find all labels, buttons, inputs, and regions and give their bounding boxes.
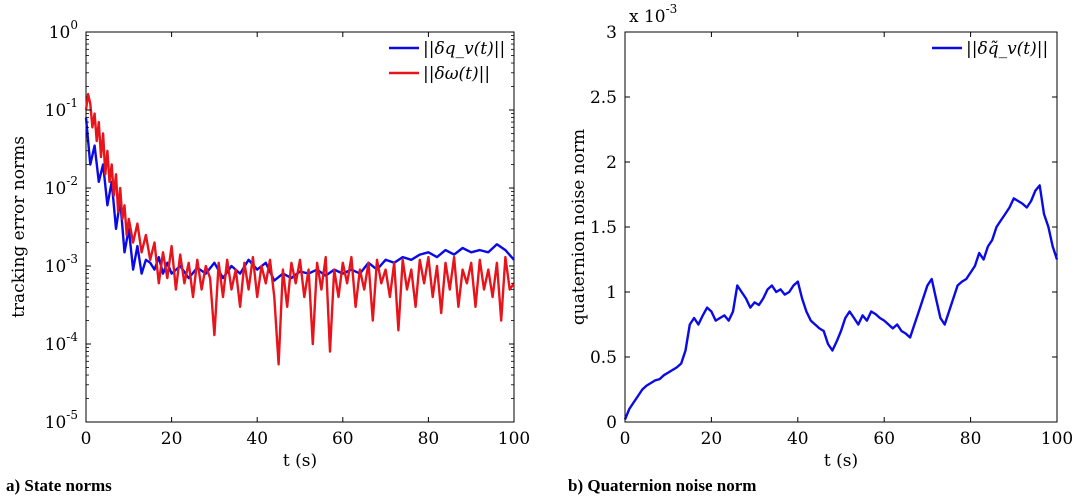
- x-tick-label: 0: [81, 429, 92, 449]
- legend-label: ||δq_v(t)||: [423, 39, 505, 59]
- y-tick-label: 1.5: [590, 218, 617, 238]
- y-tick-label: 0.5: [590, 348, 617, 368]
- y-tick-label: 10-2: [45, 174, 78, 199]
- x-tick-label: 40: [787, 429, 809, 449]
- legend-label: ||δq̃_v(t)||: [966, 39, 1048, 59]
- series-group: [623, 184, 1059, 420]
- x-tick-label: 40: [246, 429, 268, 449]
- plot-area-frame: [624, 31, 1058, 423]
- tick-group: 0 20 40 60 80 100 100 10-1 10-2 10-3 10-4 10-5: [45, 18, 531, 449]
- series-line-dq: [84, 117, 515, 282]
- y-tick-label: 10-4: [45, 330, 79, 355]
- series-line-noise: [623, 184, 1059, 420]
- x-axis-label: t (s): [283, 451, 317, 471]
- x-tick-label: 80: [418, 429, 440, 449]
- chart-quaternion-noise: 0 20 40 60 80 100 0 0.5 1 1.5 2 2.5 3 x 10-3 t (s) q…: [569, 2, 1073, 471]
- y-tick-label: 1: [606, 283, 617, 303]
- y-tick-label: 10-5: [45, 408, 78, 433]
- series-group: [84, 92, 515, 366]
- x-tick-label: 60: [873, 429, 895, 449]
- y-tick-label: 0: [606, 413, 617, 433]
- x-tick-label: 60: [332, 429, 354, 449]
- legend-label: ||δω(t)||: [423, 64, 490, 84]
- x-tick-label: 100: [1041, 429, 1073, 449]
- x-tick-label: 80: [960, 429, 982, 449]
- y-tick-label: 3: [606, 23, 617, 43]
- y-tick-label: 2.5: [590, 88, 617, 108]
- x-axis-label: t (s): [824, 451, 858, 471]
- y-tick-label: 2: [606, 153, 617, 173]
- chart-state-norms: 0 20 40 60 80 100 100 10-1 10-2 10-3 10-4 10-5 t (s…: [9, 18, 530, 471]
- x-tick-label: 20: [161, 429, 183, 449]
- y-axis-multiplier: x 10-3: [629, 2, 677, 27]
- y-tick-label: 100: [49, 18, 78, 43]
- axes-frame: [85, 31, 515, 423]
- x-tick-label: 100: [498, 429, 530, 449]
- y-tick-label: 10-1: [45, 96, 78, 121]
- legend: ||δq_v(t)|| ||δω(t)||: [389, 39, 505, 84]
- y-axis-label: quaternion noise norm: [569, 129, 589, 325]
- x-tick-label: 0: [620, 429, 631, 449]
- series-line-domega: [84, 92, 515, 366]
- caption-quaternion-noise: b) Quaternion noise norm: [568, 476, 757, 495]
- plot-area-frame: [85, 31, 515, 423]
- caption-state-norms: a) State norms: [6, 476, 112, 495]
- y-axis-label: tracking error norms: [9, 136, 29, 318]
- axes-frame: [624, 31, 1058, 423]
- legend: ||δq̃_v(t)||: [932, 39, 1048, 59]
- x-tick-label: 20: [701, 429, 723, 449]
- y-tick-label: 10-3: [45, 252, 78, 277]
- tick-group: 0 20 40 60 80 100 0 0.5 1 1.5 2 2.5 3: [590, 23, 1073, 449]
